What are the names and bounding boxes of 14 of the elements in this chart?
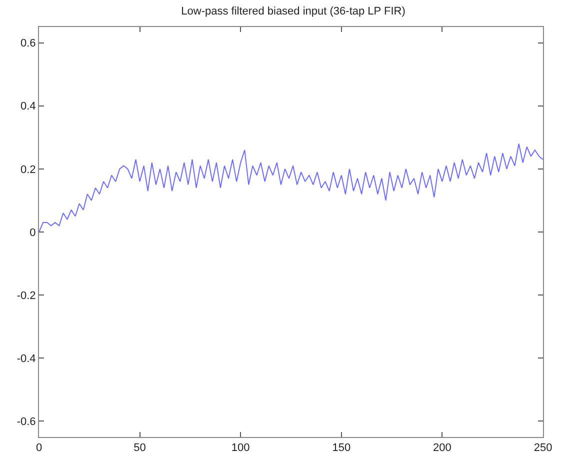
x-tick-label: 200 <box>433 442 452 454</box>
y-tick-label: -0.2 <box>16 290 36 302</box>
x-tick-label: 150 <box>332 442 351 454</box>
y-tick-label: 0 <box>30 226 36 239</box>
y-tick-label: 0.2 <box>20 164 36 176</box>
line-series <box>39 143 543 232</box>
chart-title: Low-pass filtered biased input (36-tap LP FIR) <box>181 6 406 18</box>
x-tick-label: 100 <box>231 442 250 454</box>
y-tick-label: 0.4 <box>20 100 36 113</box>
y-tick-label: 0.6 <box>20 38 36 50</box>
x-tick-label: 250 <box>534 442 552 454</box>
y-tick-label: -0.6 <box>16 416 36 428</box>
x-tick-label: 50 <box>134 442 146 454</box>
y-tick-label: -0.4 <box>16 353 36 365</box>
